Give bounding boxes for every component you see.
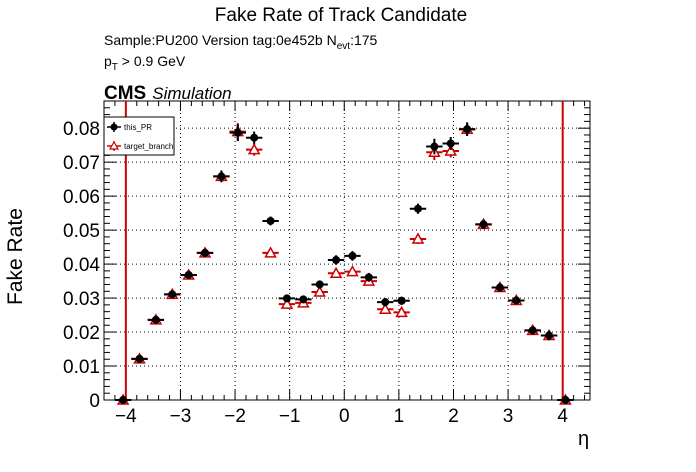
pt-symbol: p	[104, 53, 112, 69]
plot-frame	[103, 100, 591, 401]
data-point	[247, 143, 261, 155]
data-point	[495, 283, 504, 292]
pt-subscript: T	[111, 61, 118, 73]
sample-text: Sample:PU200 Version tag:0e452b N	[104, 32, 337, 48]
y-tick-label: 0.03	[63, 289, 100, 310]
chart-title: Fake Rate of Track Candidate	[214, 5, 468, 26]
pt-cut: pT > 0.9 GeV	[104, 53, 185, 73]
data-point	[446, 139, 455, 148]
y-tick-label: 0.08	[63, 119, 100, 140]
cms-text: CMS	[104, 83, 147, 104]
legend-label: this_PR	[124, 123, 152, 132]
x-tick-label: 4	[557, 406, 568, 427]
x-tick-label: 3	[503, 406, 514, 427]
data-point	[135, 354, 144, 363]
data-point	[479, 220, 488, 229]
data-point	[444, 144, 458, 156]
simulation-text: Simulation	[152, 84, 232, 103]
nevt-subscript: evt	[336, 40, 351, 52]
data-point	[395, 305, 408, 318]
data-point	[151, 315, 160, 324]
data-point	[119, 396, 128, 404]
data-point	[313, 285, 326, 297]
legend-marker	[110, 123, 118, 131]
data-point	[266, 216, 275, 225]
y-tick-label: 0.02	[63, 323, 100, 344]
data-point	[299, 295, 308, 304]
data-point	[364, 273, 373, 282]
data-point	[282, 294, 291, 303]
data-point	[545, 331, 554, 340]
data-point	[378, 302, 392, 315]
data-point	[201, 248, 210, 257]
x-tick-label: 1	[394, 406, 405, 427]
data-point	[346, 265, 359, 277]
data-point	[561, 396, 570, 404]
data-point	[250, 133, 259, 142]
cms-label: CMS Simulation	[104, 83, 232, 105]
data-point	[233, 128, 242, 137]
data-point	[315, 280, 324, 289]
data-point	[168, 290, 177, 299]
data-point	[184, 270, 193, 279]
pt-cut-text: > 0.9 GeV	[117, 53, 186, 69]
data-point	[332, 256, 341, 265]
y-tick-label: 0.06	[63, 187, 100, 208]
data-point	[329, 266, 343, 279]
y-tick-label: 0.07	[63, 153, 100, 174]
legend-label: target_branch	[124, 142, 173, 151]
x-tick-label: −2	[224, 406, 246, 427]
y-tick-label: 0	[89, 391, 100, 412]
data-point	[528, 326, 537, 335]
x-tick-label: −1	[279, 406, 301, 427]
data-point	[264, 246, 277, 258]
data-point	[348, 251, 357, 260]
data-point	[512, 296, 521, 305]
x-tick-label: −3	[170, 406, 192, 427]
data-point	[430, 142, 439, 151]
data-point	[463, 125, 472, 134]
x-axis-label: η	[578, 428, 590, 450]
data-point	[413, 204, 422, 213]
legend-marker	[108, 140, 120, 150]
data-point	[397, 296, 406, 305]
y-tick-label: 0.01	[63, 357, 100, 378]
sample-info: Sample:PU200 Version tag:0e452b Nevt:175	[104, 32, 377, 52]
y-tick-label: 0.04	[63, 255, 100, 276]
x-tick-label: −4	[115, 406, 137, 427]
x-tick-label: 2	[448, 406, 459, 427]
data-point	[411, 232, 425, 244]
x-tick-label: 0	[339, 406, 350, 427]
series-this_PR	[114, 122, 574, 404]
legend: this_PR target_branch	[103, 116, 175, 156]
y-tick-label: 0.05	[63, 221, 100, 242]
nevt-value: :175	[350, 32, 378, 48]
data-point	[217, 172, 226, 181]
data-point	[381, 298, 390, 307]
data-point	[280, 297, 294, 309]
